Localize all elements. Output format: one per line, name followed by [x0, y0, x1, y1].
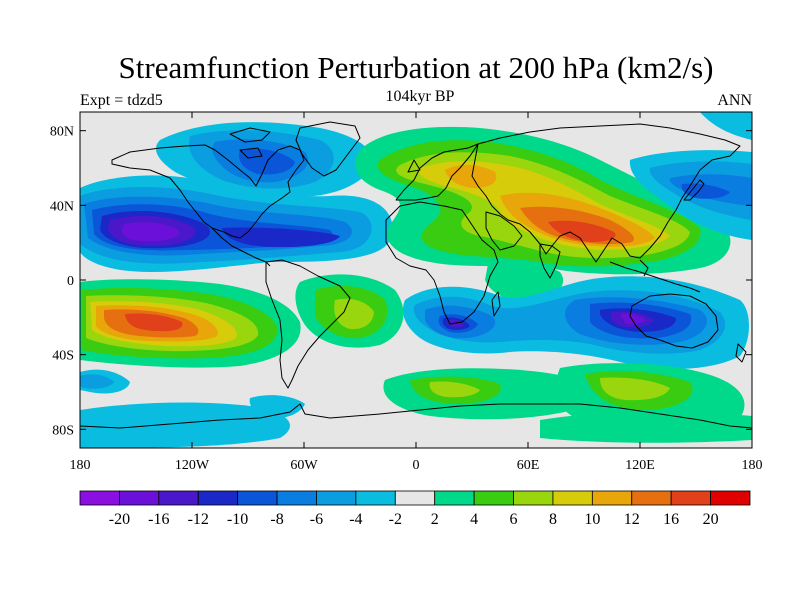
africa-coast — [385, 201, 499, 325]
colorbar-swatch — [591, 490, 633, 506]
colorbar-label: -12 — [188, 511, 209, 528]
lon-tick-label: 120W — [175, 458, 210, 473]
south-pacific-high — [80, 279, 301, 368]
colorbar-swatch — [434, 490, 475, 506]
colorbar-label: -10 — [227, 511, 248, 528]
colorbar-swatch — [552, 490, 593, 506]
colorbar-swatch — [631, 490, 672, 506]
lon-tick-label: 60W — [290, 458, 318, 473]
lon-tick-label: 0 — [413, 458, 420, 473]
southern-ocean-high — [80, 363, 752, 448]
colorbar-label: 6 — [510, 511, 518, 528]
experiment-label: Expt = tdzd5 — [80, 92, 163, 109]
colorbar-label: 16 — [663, 511, 679, 528]
southern-indian-low — [402, 276, 749, 369]
colorbar-label: 20 — [703, 511, 719, 528]
japan-coast — [683, 179, 705, 201]
colorbar-label: -8 — [270, 511, 283, 528]
season-label: ANN — [717, 92, 752, 109]
new-zealand-coast — [735, 343, 747, 363]
antarctica-coast — [80, 403, 752, 429]
colorbar-swatch — [237, 490, 278, 506]
colorbar-swatch — [79, 490, 120, 506]
colorbar-label: 2 — [431, 511, 439, 528]
colorbar-swatch — [670, 490, 711, 506]
lon-tick-label: 180 — [742, 458, 763, 473]
colorbar-swatch — [119, 490, 160, 506]
arabia-coast — [485, 211, 523, 251]
lat-tick-label: 40S — [52, 349, 74, 364]
south-america-high — [295, 274, 404, 348]
greenland-coast — [295, 121, 361, 177]
north-america-coast — [111, 144, 305, 239]
coastlines — [80, 121, 752, 429]
colorbar-swatch — [355, 490, 396, 506]
lat-tick-label: 80N — [50, 125, 74, 140]
eurasia-high — [355, 126, 731, 302]
colorbar-swatch — [394, 490, 436, 506]
colorbar-swatch — [473, 490, 514, 506]
map-title: Streamfunction Perturbation at 200 hPa (… — [118, 50, 714, 85]
lat-tick-label: 80S — [52, 423, 74, 438]
colorbar-swatch — [710, 490, 751, 506]
time-label: 104kyr BP — [385, 88, 455, 105]
lon-tick-label: 60E — [517, 458, 540, 473]
nw-pacific-low — [629, 112, 752, 240]
arctic-islands-coast — [229, 127, 271, 159]
colorbar-label: -16 — [148, 511, 169, 528]
colorbar-swatch — [197, 490, 239, 506]
colorbar-label: 4 — [470, 511, 478, 528]
north-pacific-low — [80, 175, 393, 272]
axis-ticks: 80N 40N 0 40S 80S 180 120W 60W 0 60E 120E 180 — [50, 112, 763, 473]
asia-coast — [471, 123, 741, 263]
australia-coast — [629, 293, 719, 349]
lon-tick-label: 180 — [70, 458, 91, 473]
southeast-asia-islands-coast — [609, 259, 701, 293]
east-pacific-low-core — [80, 374, 114, 389]
lat-tick-label: 40N — [50, 199, 74, 214]
colorbar-swatch — [276, 490, 317, 506]
colorbar-label: 8 — [549, 511, 557, 528]
colorbar-label: -4 — [349, 511, 362, 528]
colorbar-swatch — [158, 490, 199, 506]
contour-fields — [80, 112, 752, 448]
colorbar-label: 12 — [624, 511, 640, 528]
south-america-coast — [265, 259, 351, 389]
colorbar: -20 -16 -12 -10 -8 -6 -4 -2 2 4 6 8 10 12 16 20 — [79, 490, 751, 528]
colorbar-swatch — [513, 490, 554, 506]
colorbar-label: -6 — [310, 511, 323, 528]
colorbar-swatch — [316, 490, 357, 506]
madagascar-coast — [491, 291, 501, 317]
colorbar-label: -20 — [109, 511, 130, 528]
india-coast — [539, 243, 561, 279]
lat-tick-label: 0 — [67, 274, 74, 289]
colorbar-label: -2 — [389, 511, 402, 528]
lon-tick-label: 120E — [625, 458, 655, 473]
colorbar-label: 10 — [584, 511, 600, 528]
